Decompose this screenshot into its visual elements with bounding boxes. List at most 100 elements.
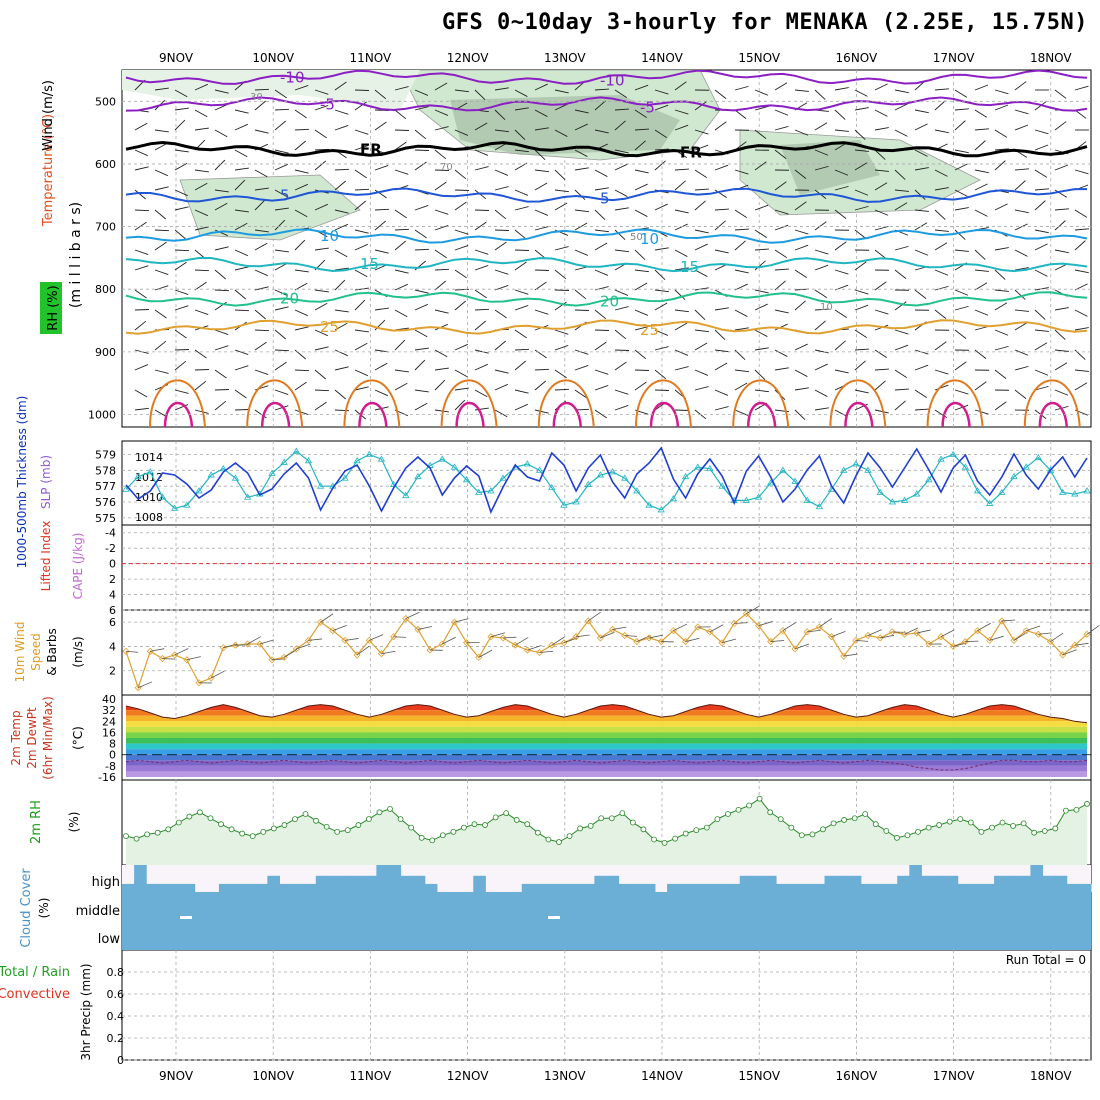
- wind-barb: [154, 186, 169, 191]
- wind-speed-point: [803, 628, 811, 636]
- wind-barb: [774, 181, 787, 191]
- wind-barb: [554, 189, 569, 193]
- wind-barb: [854, 360, 866, 371]
- wind-barb: [194, 269, 210, 272]
- wind-barb: [874, 182, 888, 191]
- wind-barb-10m: [259, 639, 274, 645]
- wind-barb: [174, 107, 189, 111]
- cloud-high-bar: [872, 883, 886, 892]
- wind-barb: [794, 169, 807, 179]
- wind-barb: [134, 249, 149, 255]
- rh2m-point: [798, 832, 805, 839]
- wind-barb: [494, 383, 508, 391]
- wind-barb: [534, 281, 547, 291]
- wind-barb: [474, 265, 489, 271]
- wind-barb: [774, 209, 789, 215]
- wind-speed-point: [463, 639, 471, 647]
- wind-barb: [954, 189, 968, 197]
- temp-label-mm: (6hr Min/Max): [41, 696, 55, 780]
- wind-barb: [754, 204, 769, 211]
- cloud-high-bar: [1006, 875, 1019, 892]
- wind-barb: [194, 182, 208, 191]
- thickness-point: [402, 491, 410, 499]
- wind-barb: [834, 169, 849, 176]
- wind-barb: [254, 88, 270, 91]
- wind-barb: [674, 322, 688, 331]
- wind-barb: [274, 207, 289, 211]
- wind-barb: [894, 369, 907, 379]
- wind-barb: [694, 309, 706, 321]
- wind-barb: [794, 269, 807, 279]
- rh2m-point: [872, 821, 879, 828]
- wind-barb: [474, 166, 489, 171]
- wind-barb: [194, 209, 208, 217]
- wind-barb: [814, 221, 827, 231]
- wind-speed-point: [767, 638, 775, 646]
- wind-barb-10m: [344, 638, 359, 641]
- wind-barb: [714, 307, 729, 311]
- wind-barb: [994, 369, 1007, 379]
- wind-barb: [834, 209, 847, 219]
- wind-barb: [534, 309, 549, 315]
- wind-barb: [854, 129, 866, 140]
- thickness-point: [1058, 488, 1067, 495]
- rh2m-point: [1010, 823, 1016, 829]
- thickness-point: [487, 487, 495, 494]
- cloud-high-bar: [303, 883, 317, 892]
- thickness-point: [633, 487, 641, 494]
- ua-label-wind: Wind (m/s): [41, 80, 56, 151]
- wind-barb: [294, 309, 308, 317]
- wind-barb: [294, 326, 309, 331]
- wind-barb: [234, 167, 249, 171]
- ua-label-rh: RH (%): [46, 285, 61, 330]
- wind-barb: [1034, 369, 1049, 376]
- rh2m-point: [323, 823, 330, 830]
- cloud-units: (%): [37, 898, 51, 919]
- wind-barb: [514, 107, 529, 111]
- thickness-point: [572, 498, 580, 505]
- wind-barb: [814, 349, 829, 354]
- wind-barb-10m: [1038, 632, 1052, 635]
- wind-barb: [354, 369, 368, 377]
- wind-barb: [274, 389, 289, 395]
- cloud-high-bar: [618, 883, 632, 892]
- wind-barb-10m: [1062, 649, 1077, 656]
- thickness-point: [316, 482, 325, 489]
- wind-barb: [854, 89, 868, 97]
- wind-barb: [334, 309, 349, 313]
- wind-barb: [794, 129, 809, 136]
- cloud-high-bar: [994, 875, 1007, 892]
- wind-barb: [614, 249, 629, 253]
- wind-barb-10m: [527, 645, 542, 651]
- wind-barb: [214, 129, 228, 138]
- wind-barb: [674, 267, 689, 271]
- slp-y-tick: 1008: [135, 511, 163, 524]
- wind-barb: [694, 200, 706, 211]
- wind-barb: [614, 329, 627, 340]
- date-label-bottom: 14NOV: [641, 1069, 683, 1083]
- date-label-bottom: 18NOV: [1030, 1069, 1072, 1083]
- wind-barb: [274, 189, 288, 198]
- wind-barb: [774, 149, 787, 159]
- cloud-high-bar: [267, 875, 280, 892]
- surface-isotherm-hot: [941, 401, 971, 427]
- wind-barb: [674, 349, 689, 356]
- wind-barb: [354, 299, 366, 311]
- wind-barb: [714, 164, 729, 171]
- wind-barb: [1034, 188, 1049, 191]
- wind-barb: [414, 89, 429, 96]
- wind-barb: [454, 387, 469, 391]
- wind-barb: [394, 169, 409, 175]
- wind-barb: [854, 289, 869, 295]
- rh2m-point: [429, 837, 436, 844]
- surface-isotherm: [926, 379, 984, 427]
- wind-barb: [714, 349, 729, 353]
- wind-barb: [934, 100, 946, 111]
- wind-barb: [674, 366, 689, 371]
- wind-barb: [174, 119, 186, 131]
- wind-barb: [134, 221, 147, 231]
- wind-speed-point: [390, 633, 398, 641]
- wind-barb: [414, 303, 428, 311]
- temp-y-tick: 24: [102, 715, 116, 728]
- wind-speed-point: [913, 629, 921, 637]
